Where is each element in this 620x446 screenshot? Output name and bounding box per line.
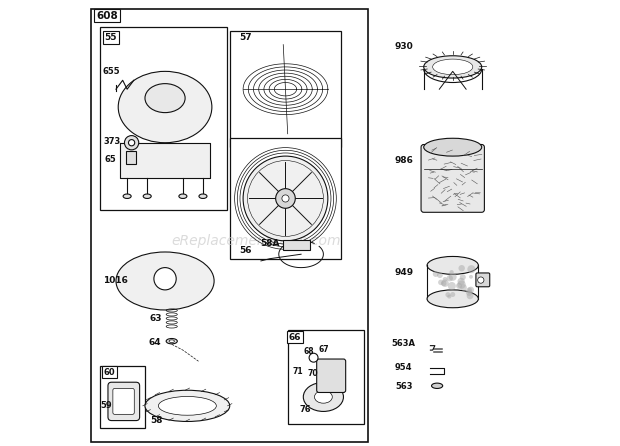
Text: 67: 67 <box>318 345 329 354</box>
Ellipse shape <box>123 194 131 198</box>
Text: 56: 56 <box>239 246 252 255</box>
Ellipse shape <box>199 194 207 198</box>
Text: 60: 60 <box>104 368 115 377</box>
Text: 57: 57 <box>239 33 252 42</box>
Text: 58A: 58A <box>260 239 280 248</box>
Ellipse shape <box>169 340 174 343</box>
Circle shape <box>466 289 472 296</box>
Text: 65: 65 <box>104 155 116 164</box>
Circle shape <box>447 294 451 298</box>
FancyBboxPatch shape <box>108 382 140 421</box>
FancyBboxPatch shape <box>476 273 490 287</box>
FancyBboxPatch shape <box>230 31 341 147</box>
Circle shape <box>276 189 295 208</box>
Circle shape <box>456 283 462 289</box>
Ellipse shape <box>116 252 214 310</box>
Text: 954: 954 <box>395 363 412 372</box>
Ellipse shape <box>433 59 473 75</box>
Circle shape <box>449 273 457 281</box>
Circle shape <box>450 292 455 297</box>
Text: 563: 563 <box>395 382 412 391</box>
Text: 66: 66 <box>288 333 301 342</box>
Circle shape <box>282 195 289 202</box>
Circle shape <box>128 140 135 146</box>
Ellipse shape <box>158 396 216 415</box>
Circle shape <box>458 281 466 289</box>
Circle shape <box>477 277 484 283</box>
FancyBboxPatch shape <box>317 359 346 392</box>
Text: eReplacementParts.com: eReplacementParts.com <box>172 234 341 248</box>
Ellipse shape <box>427 256 479 274</box>
Circle shape <box>458 278 465 285</box>
Circle shape <box>154 268 176 290</box>
Text: 563A: 563A <box>392 339 415 348</box>
FancyBboxPatch shape <box>113 388 135 414</box>
Circle shape <box>247 161 324 236</box>
Circle shape <box>309 353 318 362</box>
Text: 655: 655 <box>103 67 120 76</box>
Text: 608: 608 <box>96 11 118 21</box>
Ellipse shape <box>145 390 230 421</box>
Text: 58: 58 <box>150 416 162 425</box>
Polygon shape <box>120 143 210 178</box>
Circle shape <box>443 277 448 282</box>
Circle shape <box>125 136 139 150</box>
Circle shape <box>448 282 456 290</box>
Circle shape <box>460 284 467 291</box>
Circle shape <box>243 156 328 241</box>
Text: 930: 930 <box>394 42 413 51</box>
FancyBboxPatch shape <box>421 145 484 212</box>
Text: 55: 55 <box>104 33 117 42</box>
Circle shape <box>469 275 473 279</box>
FancyBboxPatch shape <box>92 9 368 442</box>
Ellipse shape <box>303 382 343 411</box>
Text: 71: 71 <box>292 367 303 376</box>
Circle shape <box>446 275 453 281</box>
Ellipse shape <box>427 290 479 308</box>
Circle shape <box>445 292 451 297</box>
Ellipse shape <box>145 84 185 113</box>
Circle shape <box>466 287 472 293</box>
Text: 64: 64 <box>149 338 162 347</box>
Circle shape <box>467 265 476 273</box>
Circle shape <box>467 293 474 299</box>
Ellipse shape <box>423 138 482 156</box>
Ellipse shape <box>314 391 332 403</box>
Ellipse shape <box>166 339 177 344</box>
Text: 76: 76 <box>299 405 311 414</box>
Circle shape <box>433 271 439 277</box>
FancyBboxPatch shape <box>100 27 228 210</box>
FancyBboxPatch shape <box>288 330 363 424</box>
Circle shape <box>458 265 465 272</box>
Text: 70: 70 <box>308 369 318 378</box>
Text: 1016: 1016 <box>103 277 128 285</box>
Bar <box>283 240 310 250</box>
Ellipse shape <box>118 71 212 143</box>
Text: 949: 949 <box>394 268 413 277</box>
Ellipse shape <box>143 194 151 198</box>
Circle shape <box>438 280 444 285</box>
Circle shape <box>441 281 446 286</box>
FancyBboxPatch shape <box>100 366 145 428</box>
Text: 373: 373 <box>104 137 121 146</box>
Circle shape <box>467 287 474 293</box>
Circle shape <box>460 274 466 280</box>
Circle shape <box>441 279 449 287</box>
Text: 68: 68 <box>304 347 314 355</box>
Circle shape <box>450 270 454 274</box>
Ellipse shape <box>423 56 482 78</box>
Ellipse shape <box>179 194 187 198</box>
Text: 59: 59 <box>100 401 112 410</box>
Bar <box>126 151 136 164</box>
Ellipse shape <box>432 383 443 388</box>
Circle shape <box>437 272 443 278</box>
Text: 63: 63 <box>150 314 162 323</box>
Text: 986: 986 <box>394 156 413 165</box>
FancyBboxPatch shape <box>230 138 341 259</box>
